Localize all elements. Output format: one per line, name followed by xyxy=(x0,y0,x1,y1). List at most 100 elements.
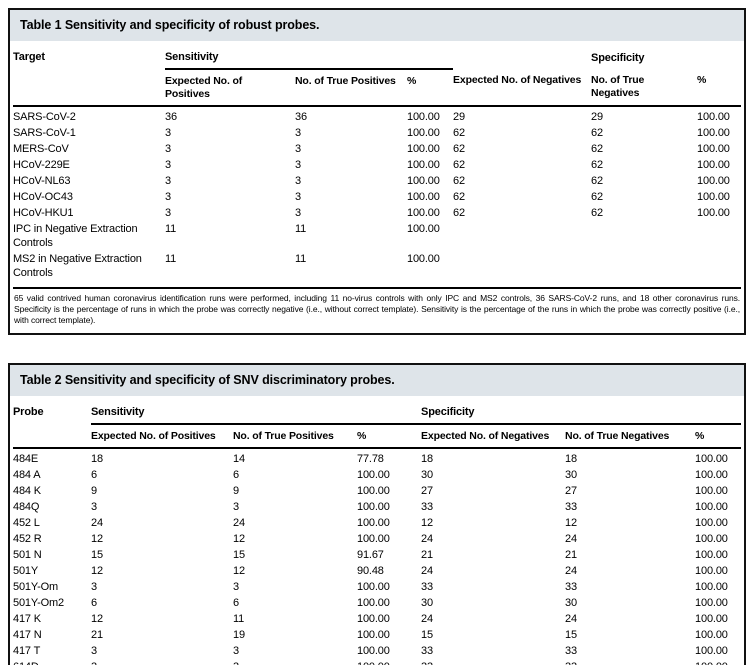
table-cell: 100.00 xyxy=(695,485,728,497)
table-cell: 33 xyxy=(565,581,577,593)
table-cell xyxy=(591,251,697,281)
table-cell: 6 xyxy=(91,469,97,481)
table-cell: 417 N xyxy=(13,629,42,641)
table-cell: 18 xyxy=(91,453,103,465)
table-cell: 100.00 xyxy=(357,581,390,593)
column-header: No. of True Positives xyxy=(233,424,357,449)
table-cell: 100.00 xyxy=(697,175,730,187)
table-cell: 90.48 xyxy=(357,565,384,577)
table-cell: 33 xyxy=(421,659,565,665)
table-cell: 33 xyxy=(565,645,577,657)
table-cell: 100.00 xyxy=(357,629,390,641)
table-cell: 100.00 xyxy=(695,645,728,657)
table-cell xyxy=(453,221,591,251)
table-cell: 100.00 xyxy=(357,659,421,665)
table-cell: 12 xyxy=(233,565,245,577)
table-cell: 417 K xyxy=(13,613,41,625)
table-cell: 3 xyxy=(295,127,301,139)
table-cell: 9 xyxy=(91,485,97,497)
table-cell: 62 xyxy=(453,175,465,187)
table-row: IPC in Negative Extraction Controls 11 11 1… xyxy=(13,221,741,251)
table-cell: 501Y-Om xyxy=(13,581,59,593)
table-cell: 62 xyxy=(453,207,465,219)
table-cell: 100.00 xyxy=(695,565,728,577)
table-cell: 100.00 xyxy=(697,111,730,123)
table-cell: 12 xyxy=(421,517,433,529)
table-cell: 100.00 xyxy=(407,191,440,203)
table-row: 417 T 3 3 100.00 33 33 100.00 xyxy=(13,643,741,659)
table-cell: 100.00 xyxy=(407,253,440,265)
table-cell: 62 xyxy=(453,127,465,139)
table-row: 417 N 21 19 100.00 15 15 100.00 xyxy=(13,627,741,643)
table-cell: 100.00 xyxy=(357,501,390,513)
column-header: % xyxy=(697,69,742,107)
table-cell: 21 xyxy=(421,549,433,561)
table-cell: 100.00 xyxy=(697,191,730,203)
table1-span-header-row: Target Sensitivity Specificity xyxy=(13,41,741,107)
table2-specificity-span-header: Specificity xyxy=(421,396,742,425)
table-cell: 62 xyxy=(591,207,603,219)
table-cell: 100.00 xyxy=(357,597,390,609)
table-cell: 11 xyxy=(165,253,177,265)
table-cell: 100.00 xyxy=(695,613,728,625)
table2-column-header-row: Expected No. of Positives No. of True Po… xyxy=(13,424,742,449)
table1-content: Target Sensitivity Specificity Expected … xyxy=(10,41,744,333)
table-cell: 62 xyxy=(591,127,603,139)
table-cell: HCoV-HKU1 xyxy=(13,207,74,219)
table-cell: MS2 in Negative Extraction Controls xyxy=(13,253,142,279)
table-cell: 21 xyxy=(91,629,103,641)
table-cell: 33 xyxy=(565,501,577,513)
table-cell: 11 xyxy=(295,253,307,265)
column-header: % xyxy=(357,424,422,449)
table-cell: 14 xyxy=(233,453,245,465)
table-row: 501Y-Om2 6 6 100.00 30 30 100.00 xyxy=(13,595,741,611)
table-cell: 100.00 xyxy=(697,127,730,139)
table-cell: HCoV-229E xyxy=(13,159,70,171)
table2: Probe Sensitivity Specificity Expected N… xyxy=(13,396,742,665)
table-cell: 3 xyxy=(91,581,97,593)
table-cell: 3 xyxy=(165,175,171,187)
table-cell: 62 xyxy=(591,191,603,203)
table-cell xyxy=(697,221,741,251)
table-cell: 24 xyxy=(91,517,103,529)
table-cell: 100.00 xyxy=(357,469,390,481)
table-cell: 62 xyxy=(591,159,603,171)
table-cell: 3 xyxy=(295,143,301,155)
table-cell: 3 xyxy=(165,159,171,171)
column-header: Expected No. of Negatives xyxy=(421,424,566,449)
table-cell: 27 xyxy=(565,485,577,497)
table-cell: 11 xyxy=(295,223,307,235)
table-cell xyxy=(591,221,697,251)
table-cell: 62 xyxy=(591,143,603,155)
table-cell: 100.00 xyxy=(695,597,728,609)
table-cell: 12 xyxy=(565,517,577,529)
table-cell: 100.00 xyxy=(407,175,440,187)
table-cell: 501 N xyxy=(13,549,42,561)
column-header: Expected No. of Positives xyxy=(165,69,295,107)
table-cell: 24 xyxy=(421,613,433,625)
table2-body: 484E 18 14 77.78 18 18 100.00 484 A 6 6 100.00 30 30… xyxy=(13,448,741,665)
column-header: No. of True Negatives xyxy=(565,424,696,449)
table-cell: 24 xyxy=(233,517,245,529)
table-cell: 24 xyxy=(421,565,433,577)
table-cell: 91.67 xyxy=(357,549,384,561)
table-cell: 100.00 xyxy=(357,533,390,545)
table-cell: 6 xyxy=(91,597,97,609)
table-cell: 100.00 xyxy=(697,207,730,219)
table-cell: 3 xyxy=(165,191,171,203)
table-cell: 100.00 xyxy=(695,549,728,561)
table-cell: 62 xyxy=(453,143,465,155)
table-cell: 100.00 xyxy=(357,613,390,625)
table-row: 484 A 6 6 100.00 30 30 100.00 xyxy=(13,467,741,483)
table-cell: 100.00 xyxy=(407,207,440,219)
table-cell: 3 xyxy=(295,159,301,171)
table-row: MERS-CoV 3 3 100.00 62 62 100.00 xyxy=(13,141,741,157)
table-cell: 100.00 xyxy=(695,659,741,665)
table-cell: MERS-CoV xyxy=(13,143,69,155)
table-row: HCoV-NL63 3 3 100.00 62 62 100.00 xyxy=(13,173,741,189)
table-cell: 12 xyxy=(233,533,245,545)
table-cell: 18 xyxy=(565,453,577,465)
table1: Target Sensitivity Specificity Expected … xyxy=(13,41,742,281)
